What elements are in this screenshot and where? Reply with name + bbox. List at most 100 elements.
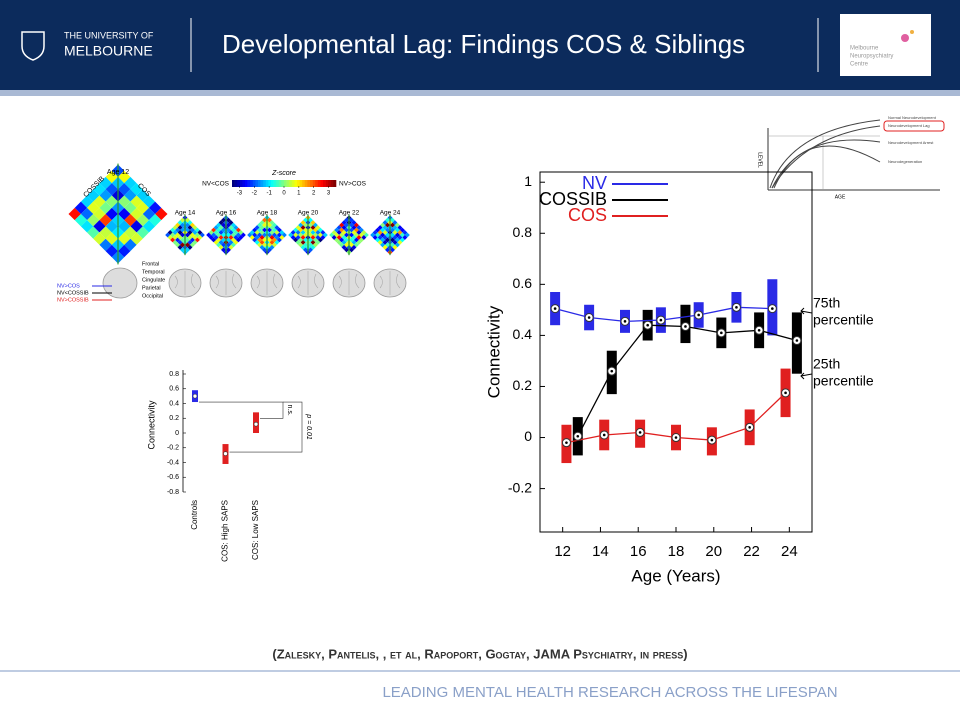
matrix-cell [252, 227, 258, 233]
figure-label: Age 20 [298, 210, 319, 217]
matrix-cell [339, 227, 345, 233]
matrix-cell [331, 230, 337, 235]
colorbar-cell [284, 180, 287, 187]
annotation-arrow [800, 307, 813, 315]
matrix-cell [221, 237, 226, 243]
matrix-cell [218, 230, 224, 235]
x-tick-label: Controls [190, 500, 199, 530]
median-dot [757, 328, 761, 332]
colorbar-cell [263, 180, 267, 187]
brain [102, 267, 138, 299]
matrix-cell [380, 242, 386, 248]
colorbar-cell [312, 180, 316, 187]
colorbar-cell [317, 180, 321, 187]
inset-label: Neurodegeneration [888, 159, 922, 164]
matrix-cell [228, 230, 234, 235]
matrix-cell [187, 230, 193, 235]
median-dot [748, 426, 751, 429]
header-strip [0, 90, 960, 96]
matrix-cell [218, 244, 224, 250]
citation: (Zalesky, Pantelis, , et al, Rapoport, G… [272, 646, 687, 661]
colorbar-cell [239, 180, 243, 187]
connectivity-matrix [247, 215, 287, 255]
region-label: Parietal [142, 285, 161, 291]
y-tick-label: -0.4 [167, 459, 179, 466]
matrix-cell [180, 237, 185, 243]
university-name: MELBOURNE [64, 43, 153, 59]
colorbar-cell [333, 180, 337, 187]
connectivity-matrix [288, 215, 328, 255]
x-tick-label: 24 [781, 543, 798, 560]
matrix-cell [380, 237, 386, 243]
median-dot [795, 339, 799, 342]
colorbar-cell [281, 180, 285, 187]
annotation: 25th [813, 356, 840, 372]
matrix-cell [380, 222, 386, 228]
matrix-cell [394, 242, 400, 248]
legend-label: NV>COS [57, 283, 80, 289]
matrix-cell [312, 237, 318, 243]
inset-highlight [883, 120, 945, 132]
y-tick-label: 0 [175, 430, 179, 437]
median-dot [697, 313, 700, 317]
matrix-cell [170, 227, 176, 233]
median-dot [553, 307, 557, 310]
x-tick-label: COS: High SAPS [221, 500, 230, 562]
colorbar-tick-label: -3 [237, 191, 243, 197]
y-tick-label: -0.8 [167, 489, 179, 496]
legend-label: NV [582, 173, 607, 193]
footer: LEADING MENTAL HEALTH RESEARCH ACROSS TH… [382, 684, 837, 701]
figure-label: Age 24 [380, 210, 401, 217]
colorbar-label: NV<COS [202, 181, 230, 188]
colorbar-cell [330, 180, 334, 187]
colorbar-tick-label: 1 [297, 191, 301, 197]
matrix-cell [353, 232, 359, 238]
brain-fold [297, 271, 319, 295]
matrix-cell [402, 230, 408, 235]
inset-curve [769, 119, 881, 189]
matrix-cell [257, 222, 263, 228]
matrix-cell [394, 227, 400, 233]
y-tick-label: -0.6 [167, 474, 179, 481]
matrix-cell [257, 232, 263, 238]
figure-label: Age 22 [339, 210, 360, 217]
colorbar-cell [237, 180, 241, 187]
inset-axis-label: AGE [835, 194, 846, 200]
matrix-cell [124, 201, 137, 214]
inset-curve [773, 145, 881, 189]
connectivity-matrix [206, 215, 246, 255]
x-tick-label: 12 [554, 543, 571, 560]
region-label: Occipital [142, 293, 163, 299]
matrix-cell [279, 230, 285, 235]
matrix-cell [320, 235, 326, 240]
matrix-cell [279, 235, 285, 240]
inset-label: Neurodevelopment Arrest [888, 140, 934, 145]
median-dot [720, 331, 723, 335]
y-tick-label: -0.2 [167, 445, 179, 452]
matrix-cell [257, 242, 263, 248]
colorbar-cell [299, 180, 303, 187]
colorbar-cell [307, 180, 311, 187]
colorbar-cell [232, 180, 235, 187]
figure-label: Age 12 [107, 169, 129, 176]
colorbar-cell [325, 180, 329, 187]
annotation: p = 0.01 [305, 413, 312, 440]
matrix-cell [298, 232, 304, 238]
colorbar-cell [323, 180, 326, 187]
matrix-cell [339, 242, 345, 248]
colorbar-cell [247, 180, 251, 187]
median-dot [674, 436, 678, 439]
colorbar-cell [289, 180, 293, 187]
matrix-cell [177, 244, 183, 250]
median-dot [710, 438, 714, 442]
colorbar-cell [310, 180, 313, 187]
colorbar-cell [276, 180, 280, 187]
matrix-cell [290, 230, 296, 235]
brain-fold [174, 271, 196, 295]
bracket [199, 401, 284, 419]
y-tick-label: 0.4 [169, 400, 179, 407]
matrix-cell [185, 237, 190, 243]
logo-box [840, 14, 931, 76]
matrix-cell [228, 244, 234, 250]
x-tick-label: 22 [743, 543, 760, 560]
